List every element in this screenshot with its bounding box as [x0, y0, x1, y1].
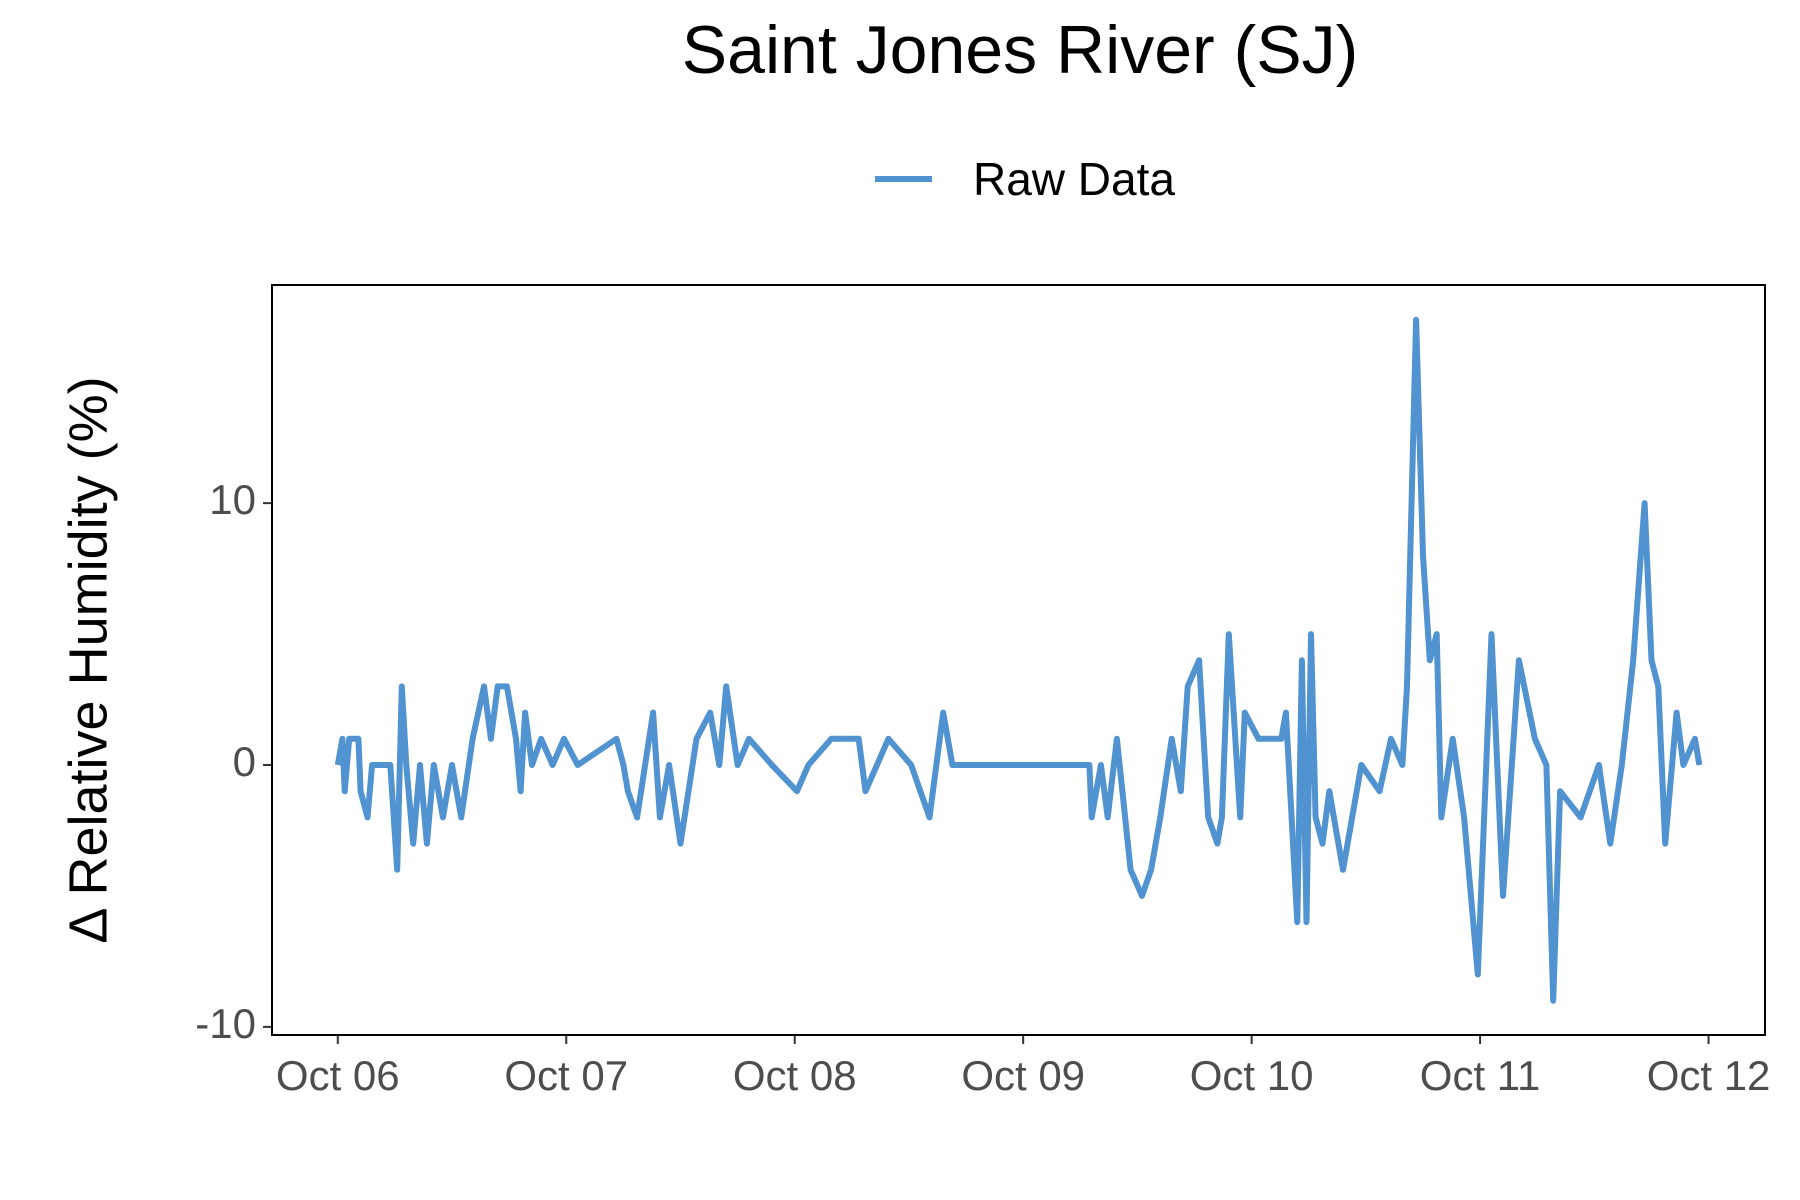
y-tick-label: 10	[209, 476, 256, 523]
data-line	[334, 316, 1703, 1004]
y-tick-label: -10	[195, 1000, 256, 1047]
x-tick-label: Oct 06	[276, 1052, 400, 1099]
y-axis-label: Δ Relative Humidity (%)	[58, 376, 118, 943]
x-tick-label: Oct 10	[1190, 1052, 1314, 1099]
x-tick-label: Oct 11	[1420, 1052, 1541, 1099]
chart-title: Saint Jones River (SJ)	[682, 12, 1358, 88]
y-tick-label: 0	[233, 738, 256, 785]
x-tick-label: Oct 07	[504, 1052, 628, 1099]
x-tick-label: Oct 12	[1647, 1052, 1771, 1099]
x-tick-label: Oct 08	[733, 1052, 857, 1099]
legend-label: Raw Data	[973, 153, 1175, 205]
plot-border	[271, 284, 1766, 1036]
x-tick-label: Oct 09	[961, 1052, 1085, 1099]
